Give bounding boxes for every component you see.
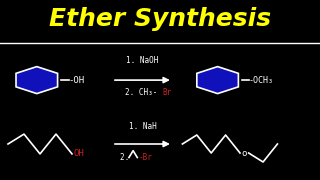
Polygon shape (16, 67, 58, 94)
Text: 2. CH₃-: 2. CH₃- (125, 88, 157, 97)
Text: -OH: -OH (69, 76, 85, 85)
Text: 1. NaH: 1. NaH (129, 122, 156, 131)
Text: -Br: -Br (138, 153, 152, 162)
Text: o: o (241, 148, 246, 158)
Polygon shape (197, 67, 238, 94)
Text: -OCH₃: -OCH₃ (249, 76, 274, 85)
Text: 2.: 2. (120, 153, 134, 162)
Text: Br: Br (162, 88, 171, 97)
Text: OH: OH (74, 149, 84, 158)
Text: 1. NaOH: 1. NaOH (126, 56, 159, 65)
Text: Ether Synthesis: Ether Synthesis (49, 7, 271, 31)
